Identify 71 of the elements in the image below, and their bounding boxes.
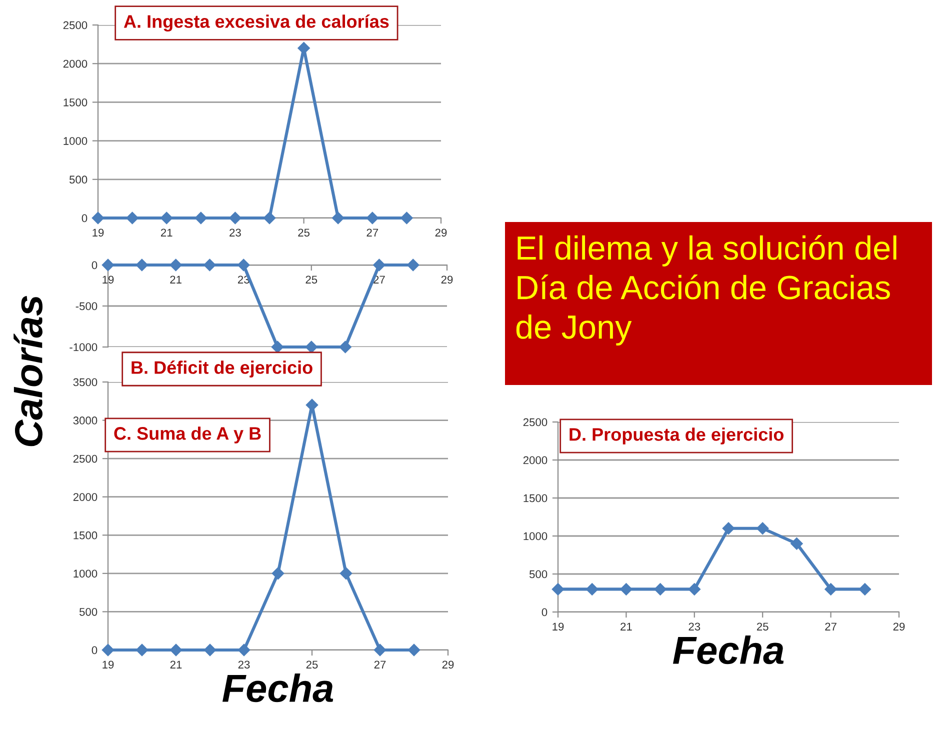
y-tick-label: -500 <box>76 302 98 310</box>
y-tick-label: 500 <box>79 608 98 616</box>
point <box>654 583 666 596</box>
y-tick-label: 2500 <box>73 454 98 463</box>
point <box>340 567 352 580</box>
point <box>620 583 632 596</box>
x-tick-label: 25 <box>306 660 318 669</box>
point <box>408 644 420 656</box>
point <box>586 583 598 596</box>
x-tick-label: 25 <box>298 228 310 237</box>
point <box>170 644 182 656</box>
point <box>102 644 114 656</box>
x-axis-title: Fecha <box>672 636 784 664</box>
y-tick-label: -1000 <box>70 343 98 352</box>
y-tick-label: 1000 <box>524 532 548 540</box>
x-tick-label: 29 <box>442 660 454 669</box>
x-tick-label: 19 <box>92 228 104 237</box>
x-tick-label: 23 <box>238 660 250 669</box>
point <box>272 567 284 580</box>
point <box>374 644 386 656</box>
x-tick-label: 29 <box>893 622 905 631</box>
x-tick-label: 21 <box>160 228 172 236</box>
y-tick-label: 2000 <box>63 60 88 68</box>
y-tick-label: 2500 <box>523 418 548 426</box>
y-tick-label: 0 <box>542 608 548 616</box>
y-axis-title: Calorías <box>14 296 43 446</box>
point <box>858 583 871 596</box>
text: B. Déficit de ejercicio <box>132 360 312 378</box>
y-tick-label: 3500 <box>73 378 98 386</box>
point <box>722 522 735 534</box>
x-tick-label: 29 <box>441 276 453 284</box>
text: C. Suma de A y B <box>114 426 261 444</box>
x-tick-label: 25 <box>306 276 318 284</box>
y-tick-label: 500 <box>69 176 88 184</box>
x-axis-title: Fecha <box>222 674 334 702</box>
x-tick-label: 21 <box>170 660 182 668</box>
y-tick-label: 1500 <box>74 531 98 540</box>
x-tick-label: 29 <box>435 228 447 237</box>
x-tick-label: 27 <box>825 622 836 630</box>
point <box>688 583 700 596</box>
x-tick-label: 27 <box>366 228 378 236</box>
y-tick-label: 1000 <box>64 137 88 145</box>
point <box>756 522 769 534</box>
y-tick-label: 500 <box>529 570 548 578</box>
y-tick-label: 3000 <box>73 416 98 424</box>
point <box>552 583 564 596</box>
chart-title: D. Propuesta de ejercicio <box>570 428 784 444</box>
text: El dilema y la solución del Día de Acción de Gracias de Jony <box>516 235 896 346</box>
y-tick-label: 2500 <box>63 21 88 30</box>
y-tick-label: 0 <box>82 214 88 222</box>
point <box>136 644 148 656</box>
y-tick-label: 2000 <box>523 456 548 464</box>
y-tick-label: 1500 <box>64 98 88 106</box>
x-tick-label: 23 <box>230 228 241 237</box>
chart-title: A. Ingesta excesiva de calorías <box>124 14 389 32</box>
y-tick-label: 1500 <box>524 494 548 502</box>
point <box>790 538 803 550</box>
y-tick-label: 1000 <box>74 570 98 578</box>
x-tick-label: 19 <box>552 622 564 631</box>
x-tick-label: 19 <box>102 660 114 669</box>
x-tick-label: 25 <box>756 622 768 631</box>
point <box>824 583 837 596</box>
y-tick-label: 0 <box>92 261 98 270</box>
y-tick-label: 2000 <box>73 493 98 501</box>
point <box>204 644 216 656</box>
x-tick-label: 27 <box>374 660 386 668</box>
x-tick-label: 21 <box>170 276 182 284</box>
x-tick-label: 23 <box>688 622 700 631</box>
point <box>238 644 250 656</box>
x-tick-label: 21 <box>620 622 632 630</box>
y-tick-label: 0 <box>92 646 98 654</box>
